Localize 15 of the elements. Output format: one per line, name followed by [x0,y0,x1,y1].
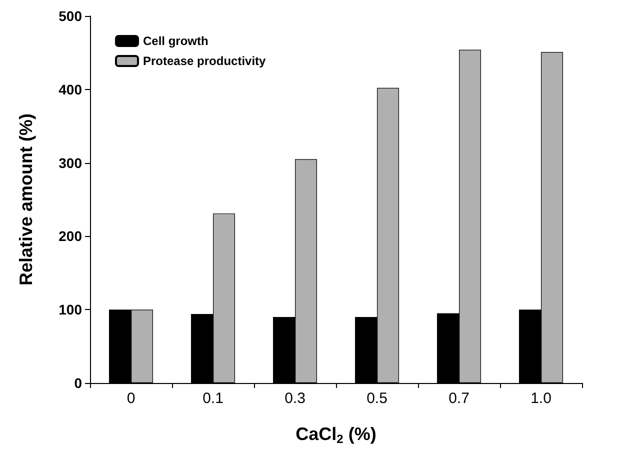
y-tick-label: 100 [58,302,82,318]
x-tick-label: 0.1 [202,390,224,407]
y-tick-label: 500 [58,8,82,24]
y-tick-label: 300 [58,154,82,171]
y-axis-title: Relative amount (%) [16,113,36,286]
legend-label: Protease productivity [143,54,266,68]
y-tick-label: 200 [58,228,82,244]
legend-label: Cell growth [143,34,208,48]
x-tick-label: 1.0 [530,390,552,407]
x-tick-label: 0 [126,390,136,407]
x-tick-label: 0.5 [366,390,388,407]
x-tick-label: 0.7 [448,390,470,407]
x-tick-label: 0.3 [284,390,306,407]
y-tick-label: 0 [74,375,82,391]
y-tick-label: 400 [58,81,82,98]
